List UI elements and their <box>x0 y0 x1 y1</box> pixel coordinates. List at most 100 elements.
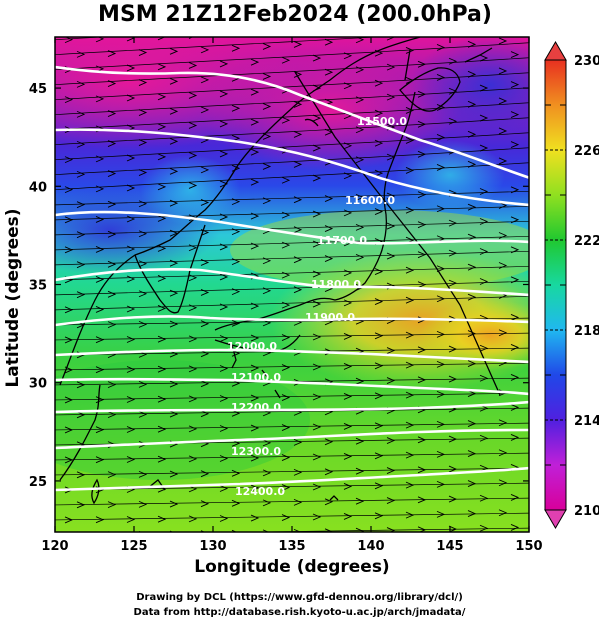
streamline <box>55 102 529 131</box>
wind-arrow <box>499 8 506 14</box>
wind-arrow <box>510 343 520 351</box>
wind-arrow <box>157 395 167 403</box>
wind-arrow <box>417 496 427 504</box>
wind-arrow <box>107 471 117 479</box>
wind-arrow <box>293 528 302 532</box>
wind-arrow <box>343 209 353 217</box>
wind-arrow <box>467 263 477 271</box>
wind-arrow <box>312 453 322 461</box>
wind-arrow <box>138 290 148 298</box>
wind-arrow <box>200 166 210 174</box>
wind-arrow <box>250 484 260 492</box>
wind-arrow <box>138 380 148 388</box>
wind-arrow <box>343 363 353 370</box>
wind-arrow <box>448 57 458 65</box>
wind-arrow <box>188 365 198 373</box>
wind-arrow <box>293 226 303 234</box>
wind-arrow <box>138 139 148 146</box>
wind-arrow <box>386 437 396 444</box>
wind-arrow <box>169 259 179 267</box>
wind-arrow <box>312 393 322 401</box>
wind-arrow <box>467 130 477 138</box>
wind-arrow <box>324 468 334 476</box>
wind-arrow <box>448 219 458 227</box>
wind-arrow <box>231 409 241 417</box>
wind-arrow <box>262 529 270 532</box>
wind-arrow <box>126 154 136 162</box>
wind-arrow <box>324 225 334 233</box>
wind-arrow <box>200 106 210 114</box>
colorbar-tick-label: 222 <box>574 234 599 249</box>
wind-arrow <box>281 484 291 491</box>
wind-arrow <box>200 500 210 508</box>
streamline <box>55 37 383 56</box>
x-tick-label: 130 <box>199 539 226 554</box>
wind-arrow <box>200 289 210 296</box>
wind-arrow <box>95 37 105 43</box>
wind-arrow <box>138 169 148 176</box>
wind-arrow <box>498 419 508 427</box>
wind-arrow <box>138 79 148 86</box>
wind-arrow <box>281 454 291 461</box>
wind-streamlines <box>55 8 529 532</box>
colorbar-tick-label: 226 <box>574 144 599 159</box>
x-tick-label: 135 <box>278 539 305 554</box>
wind-arrow <box>436 420 446 428</box>
contour-labels: 11500.0 11600.0 11700.0 11800.0 11900.0 12000… <box>227 115 407 498</box>
wind-arrow <box>281 334 291 341</box>
wind-arrow <box>281 364 291 371</box>
wind-arrow <box>467 390 477 397</box>
wind-arrow <box>479 248 489 255</box>
wind-arrow <box>76 231 86 239</box>
wind-arrow <box>231 288 241 296</box>
y-tick-label: 35 <box>29 279 47 294</box>
streamline <box>55 147 529 176</box>
wind-arrow <box>293 101 303 108</box>
wind-arrow <box>250 424 260 432</box>
wind-arrow <box>355 467 365 475</box>
y-tick-label: 45 <box>29 82 47 97</box>
wind-arrow <box>355 37 365 44</box>
wind-arrow <box>467 203 477 211</box>
wind-arrow <box>188 515 198 523</box>
streamline <box>55 497 529 506</box>
wind-arrow <box>374 512 384 520</box>
wind-arrow <box>313 25 320 31</box>
wind-arrow <box>107 50 117 57</box>
wind-arrow <box>219 90 229 98</box>
wind-arrow <box>436 74 446 81</box>
wind-arrow <box>448 345 458 353</box>
contour-line <box>55 400 529 414</box>
wind-arrow <box>386 63 396 71</box>
wind-arrow <box>231 104 241 112</box>
wind-arrow <box>436 450 446 458</box>
wind-arrow <box>138 49 148 56</box>
wind-arrow <box>231 44 241 52</box>
wind-arrow <box>386 252 396 260</box>
wind-arrow <box>188 274 198 282</box>
wind-arrow <box>355 66 365 74</box>
wind-arrow <box>64 366 74 374</box>
x-axis-label: Longitude (degrees) <box>194 557 390 577</box>
wind-arrow <box>312 363 322 371</box>
wind-arrow <box>64 306 74 314</box>
wind-arrow <box>231 499 241 507</box>
wind-arrow <box>312 114 322 122</box>
wind-arrow <box>64 216 74 224</box>
wind-arrow <box>374 332 384 340</box>
wind-arrow <box>498 232 508 239</box>
streamline <box>55 87 529 116</box>
wind-arrow <box>355 527 365 532</box>
wind-arrow <box>510 186 520 194</box>
wind-arrow <box>436 44 446 51</box>
wind-arrow <box>343 82 353 90</box>
wind-arrow <box>95 276 105 283</box>
wind-arrow <box>76 411 86 419</box>
wind-arrow <box>250 394 260 402</box>
wind-arrow <box>510 523 520 531</box>
wind-arrow <box>157 214 167 222</box>
wind-arrow <box>250 302 260 310</box>
wind-arrow <box>250 178 260 186</box>
streamline <box>55 191 529 206</box>
y-tick-label: 25 <box>29 475 47 490</box>
